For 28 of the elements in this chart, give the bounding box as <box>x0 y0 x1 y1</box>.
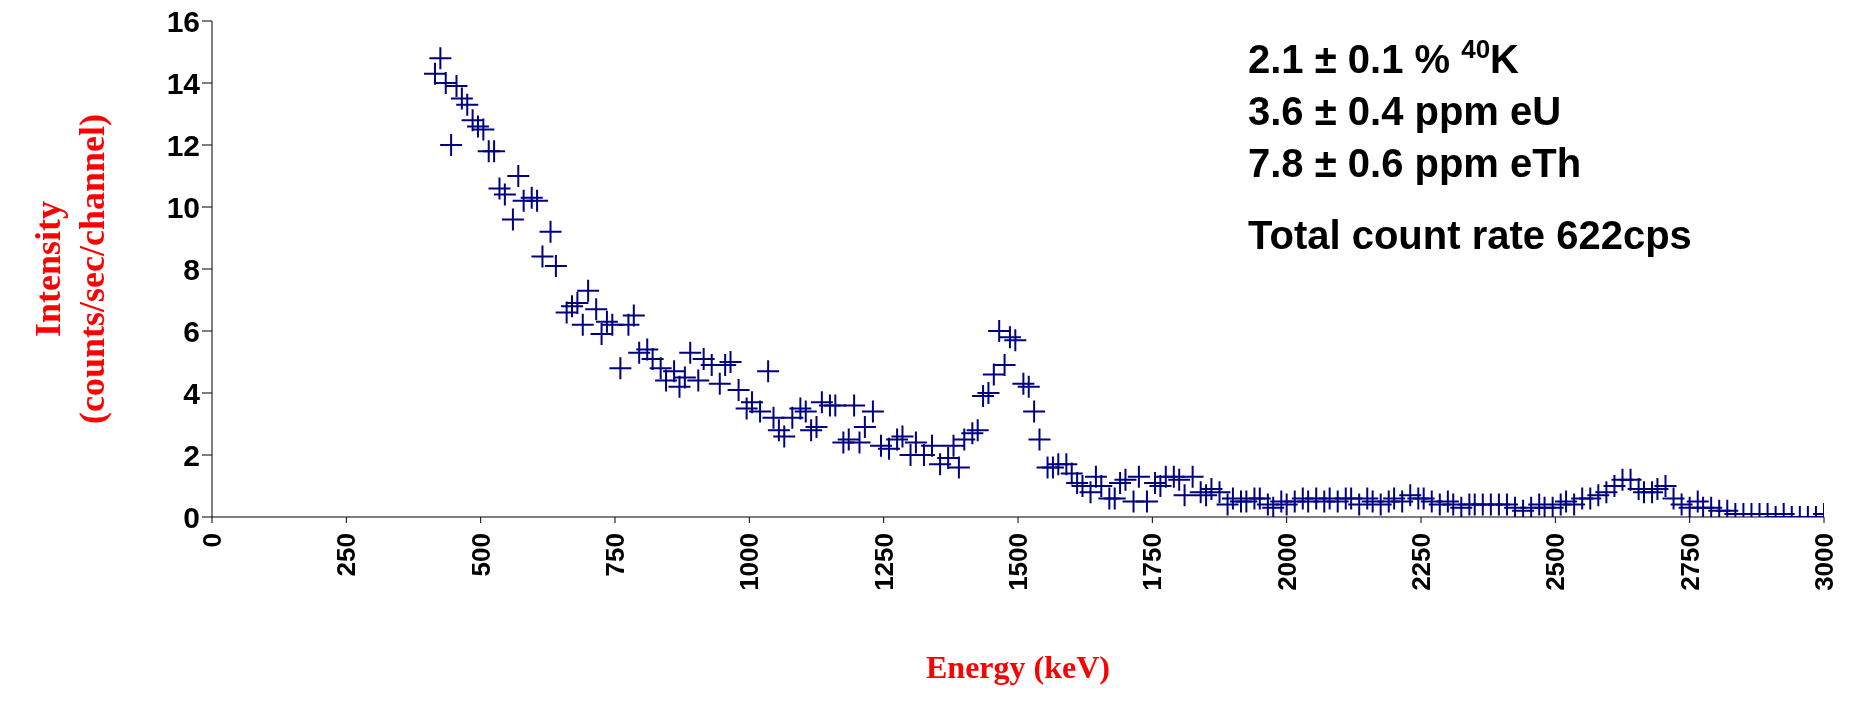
x-tick-label: 1500 <box>1003 533 1033 591</box>
y-tick-label: 10 <box>166 190 200 224</box>
x-tick-label: 250 <box>331 533 362 577</box>
y-tick-label: 2 <box>183 438 200 472</box>
y-tick-label: 16 <box>166 4 200 38</box>
annotation: Total count rate 622cps <box>1248 213 1692 257</box>
y-tick-label: 4 <box>183 376 201 410</box>
y-tick-label: 12 <box>166 128 200 162</box>
annotation: 7.8 ± 0.6 ppm eTh <box>1248 141 1582 185</box>
x-axis-title: Energy (keV) <box>926 649 1110 685</box>
x-tick-label: 500 <box>465 533 496 577</box>
x-tick-label: 750 <box>600 533 630 577</box>
y-tick-label: 14 <box>166 66 201 100</box>
x-tick-label: 1750 <box>1137 533 1168 591</box>
y-axis-title: Intensity (counts/sec/channel) <box>28 114 112 424</box>
x-tick-label: 3000 <box>1809 533 1839 591</box>
x-tick-label: 0 <box>197 533 227 548</box>
x-tick-label: 2500 <box>1540 533 1571 591</box>
x-tick-label: 2750 <box>1674 533 1705 591</box>
x-tick-label: 2250 <box>1406 533 1436 591</box>
y-tick-label: 0 <box>183 500 200 534</box>
x-tick-label: 1250 <box>868 533 899 591</box>
annotation: 3.6 ± 0.4 ppm eU <box>1248 89 1562 133</box>
x-tick-label: 1000 <box>734 533 765 591</box>
annotation: 2.1 ± 0.1 % $^{40}$K <box>1248 34 1520 81</box>
x-tick-label: 2000 <box>1271 533 1302 591</box>
y-tick-label: 8 <box>183 252 200 286</box>
y-tick-label: 6 <box>183 314 200 348</box>
